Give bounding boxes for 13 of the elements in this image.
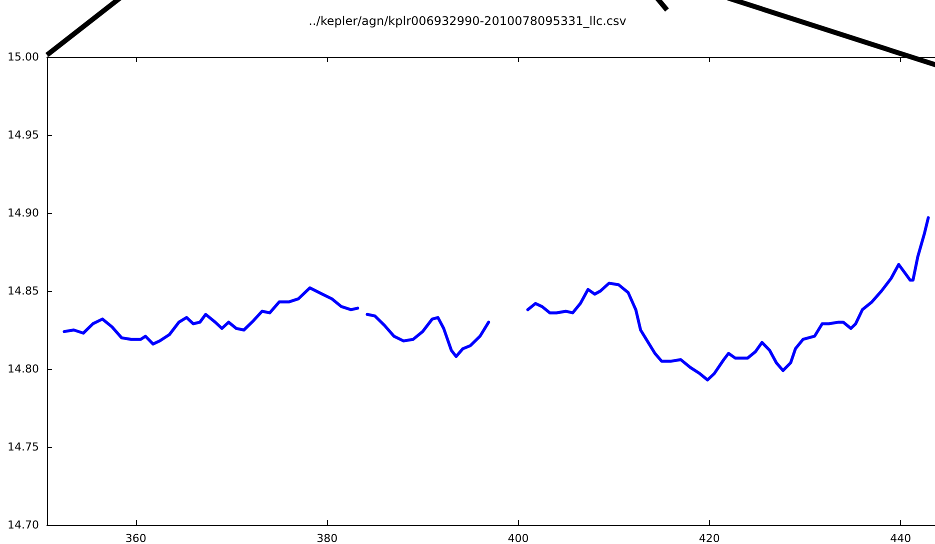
y-tick-label: 14.85 — [8, 284, 39, 298]
y-tick-label: 14.80 — [8, 362, 39, 376]
y-tick-label: 14.95 — [8, 128, 39, 142]
x-tick-label: 440 — [890, 532, 912, 544]
y-tick-label: 14.90 — [8, 206, 39, 220]
x-tick-label: 380 — [316, 532, 338, 544]
y-tick-label: 14.70 — [8, 518, 39, 532]
y-tick-label: 14.75 — [8, 440, 39, 454]
y-tick-label: 15.00 — [8, 50, 39, 64]
x-tick-label: 360 — [125, 532, 146, 544]
x-tick-label: 420 — [698, 532, 720, 544]
chart-title: ../kepler/agn/kplr006932990-2010078095331_llc.csv — [308, 14, 626, 28]
x-tick-label: 400 — [508, 532, 529, 544]
